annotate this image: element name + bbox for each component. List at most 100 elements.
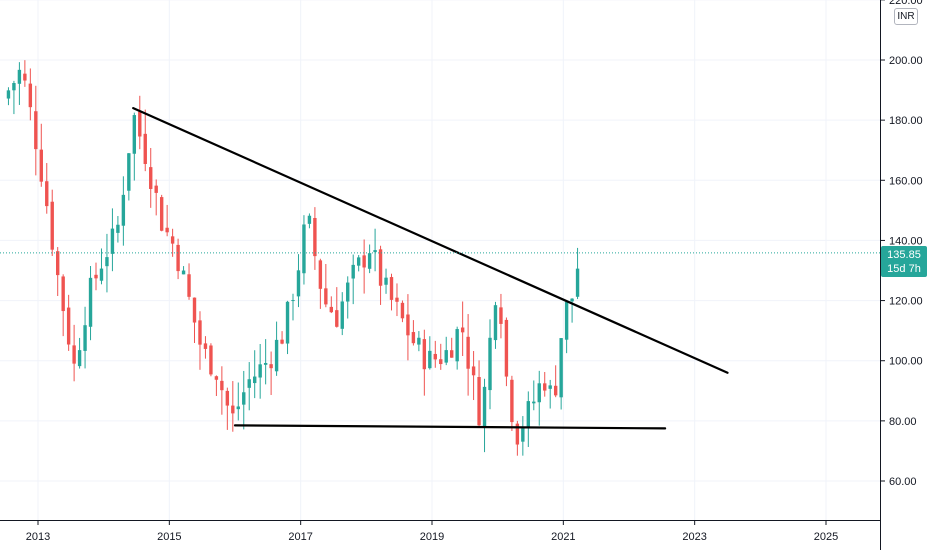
- candle-body: [116, 224, 120, 233]
- candle-body: [575, 268, 580, 297]
- price-axis[interactable]: 60.00 80.00 100.00 120.00 140.00 160.00 180.00…: [880, 0, 923, 488]
- candle-body: [247, 379, 251, 388]
- price-tick-label: 80.00: [889, 416, 917, 428]
- candle-body: [400, 302, 405, 319]
- price-tick-label: 140.00: [889, 235, 923, 247]
- candle-body: [450, 350, 454, 358]
- time-tick-label: 2023: [682, 531, 706, 543]
- candle-body: [77, 350, 82, 367]
- time-tick-label: 2019: [420, 531, 444, 543]
- candle-body: [395, 297, 399, 302]
- trendline-descending-resistance[interactable]: [132, 107, 729, 374]
- candle-body: [291, 300, 295, 302]
- candle-body: [94, 274, 98, 279]
- candle-body: [236, 406, 240, 410]
- candle-body: [285, 301, 290, 344]
- candle-body: [384, 277, 388, 285]
- candle-body: [335, 310, 339, 327]
- candle-body: [477, 377, 481, 426]
- time-tick-label: 2015: [157, 531, 181, 543]
- last-price-label: 135.85 15d 7h: [881, 246, 927, 277]
- candle-body: [99, 268, 104, 281]
- trendline-horizontal-support[interactable]: [233, 424, 667, 430]
- candle-body: [455, 329, 459, 362]
- candle-body: [274, 339, 279, 372]
- candle-body: [258, 364, 262, 378]
- trendline-layer: [132, 107, 729, 430]
- candle-body: [367, 253, 372, 269]
- price-tick-label: 200.00: [889, 55, 923, 67]
- candle-body: [570, 298, 574, 302]
- candle-body: [121, 194, 126, 226]
- candle-body: [28, 83, 33, 108]
- price-tick-label: 160.00: [889, 175, 923, 187]
- candle-body: [373, 250, 377, 253]
- time-tick-label: 2017: [288, 531, 312, 543]
- candle-body: [346, 282, 350, 302]
- candle-body: [389, 277, 394, 300]
- candle-body: [444, 350, 448, 363]
- candle-body: [72, 345, 76, 364]
- candle-body: [532, 401, 536, 404]
- candle-body: [433, 353, 437, 360]
- candle-body: [553, 385, 558, 396]
- candle-body: [192, 297, 197, 323]
- time-tick-label: 2025: [814, 531, 838, 543]
- candle-body: [537, 383, 541, 403]
- candle-body: [138, 111, 142, 137]
- candle-body: [313, 217, 317, 257]
- candle-body: [296, 270, 301, 297]
- candle-body: [543, 383, 547, 391]
- bar-countdown: 15d 7h: [887, 262, 921, 275]
- candle-body: [307, 215, 312, 224]
- candle-body: [411, 332, 416, 344]
- candle-body: [176, 244, 180, 272]
- price-tick-label: 120.00: [889, 296, 923, 308]
- candle-body: [466, 336, 470, 369]
- candle-body: [324, 288, 328, 305]
- candle-body: [209, 345, 213, 375]
- currency-label: INR: [897, 11, 915, 22]
- time-axis[interactable]: 2013 2015 2017 2019 2021 2023 2025: [26, 520, 838, 543]
- candle-body: [460, 327, 465, 333]
- candle-body: [34, 111, 38, 150]
- candle-body: [318, 260, 323, 289]
- candle-body: [143, 133, 147, 164]
- candle-body: [165, 227, 169, 233]
- candle-body: [351, 264, 355, 279]
- candle-body: [422, 339, 427, 370]
- last-price-value: 135.85: [887, 248, 921, 261]
- candle-body: [110, 228, 115, 254]
- candle-body: [56, 251, 60, 276]
- candle-body: [203, 343, 208, 349]
- candle-body: [17, 69, 22, 84]
- candle-body: [6, 90, 11, 99]
- price-tick-label: 100.00: [889, 356, 923, 368]
- candle-body: [340, 301, 344, 329]
- candle-body: [329, 306, 334, 313]
- price-tick-label: 60.00: [889, 476, 917, 488]
- candle-body: [302, 224, 306, 274]
- currency-badge[interactable]: INR: [894, 8, 918, 25]
- candle-body: [269, 364, 273, 369]
- candle-body: [132, 115, 137, 154]
- candle-body: [225, 390, 230, 406]
- candle-body: [149, 167, 153, 189]
- candle-body: [356, 257, 361, 266]
- candle-body: [559, 338, 563, 398]
- candle-body: [499, 307, 503, 324]
- price-tick-label: 180.00: [889, 115, 923, 127]
- candle-body: [154, 185, 158, 193]
- candle-body: [417, 337, 421, 345]
- candle-body: [159, 197, 164, 231]
- candle-body: [510, 379, 514, 423]
- candle-body: [214, 376, 219, 380]
- time-tick-label: 2021: [551, 531, 575, 543]
- candle-body: [12, 83, 16, 91]
- grid-layer: [0, 0, 880, 520]
- candle-body: [242, 392, 246, 405]
- candle-body: [548, 385, 552, 389]
- candle-body: [83, 325, 87, 351]
- candle-body: [61, 276, 65, 312]
